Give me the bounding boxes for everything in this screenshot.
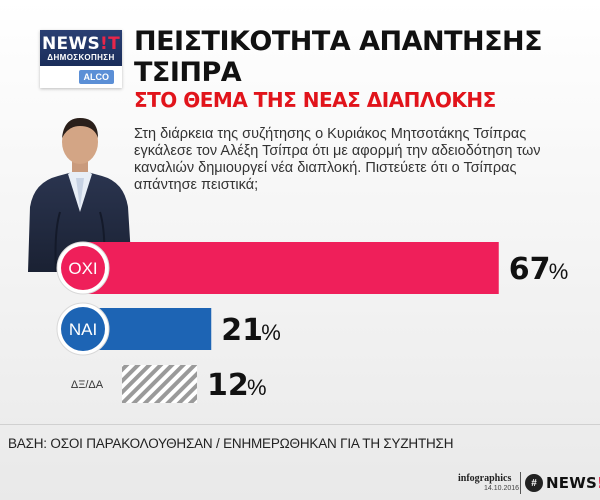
data-label-suffix-3: % — [247, 375, 267, 400]
footer-divider — [0, 424, 600, 425]
category-label-1: ΟΧΙ — [68, 259, 97, 278]
category-label-2: ΝΑΙ — [69, 320, 97, 339]
logo-top: NEWS!T ΔΗΜΟΣΚΟΠΗΣΗ — [40, 30, 122, 66]
data-label-3: 12 — [207, 368, 249, 403]
publish-date: 14.10.2016 — [484, 485, 520, 492]
category-circle-2 — [61, 307, 105, 351]
poll-bar-chart: ΟΧΙ 67% ΝΑΙ 21% ΔΞ/ΔΑ 12% — [56, 241, 569, 403]
logo-bottom: ALCO — [40, 66, 122, 88]
category-circle-1 — [61, 246, 105, 290]
survey-question: Στη διάρκεια της συζήτησης ο Κυριάκος Μη… — [134, 126, 541, 193]
base-note: ΒΑΣΗ: ΟΣΟΙ ΠΑΡΑΚΟΛΟΥΘΗΣΑΝ / ΕΝΗΜΕΡΩΘΗΚΑΝ… — [8, 436, 454, 451]
hash-icon: # — [525, 474, 543, 492]
data-label-suffix-1: % — [549, 259, 569, 284]
partner-badge: ALCO — [78, 70, 114, 84]
data-label-2: 21 — [221, 313, 263, 348]
category-label-3: ΔΞ/ΔΑ — [71, 379, 104, 391]
page-subtitle: ΣΤΟ ΘΕΜΑ ΤΗΣ ΝΕΑΣ ΔΙΑΠΛΟΚΗΣ — [134, 88, 496, 112]
footer-brand-logo: NEWS!T — [546, 474, 600, 492]
data-label-suffix-2: % — [261, 320, 281, 345]
logo-subtitle: ΔΗΜΟΣΚΟΠΗΣΗ — [47, 52, 115, 62]
page-title: ΠΕΙΣΤΙΚΟΤΗΤΑ ΑΠΑΝΤΗΣΗΣ ΤΣΙΠΡΑ — [134, 26, 543, 88]
infographics-label: infographics — [458, 473, 512, 484]
newsit-logo: NEWS!T ΔΗΜΟΣΚΟΠΗΣΗ ALCO — [40, 30, 122, 88]
bar-3 — [122, 365, 197, 403]
footer-separator — [520, 472, 521, 494]
logo-brand: NEWS!T — [42, 33, 120, 54]
data-label-1: 67 — [509, 252, 551, 287]
bar-1 — [80, 242, 499, 294]
